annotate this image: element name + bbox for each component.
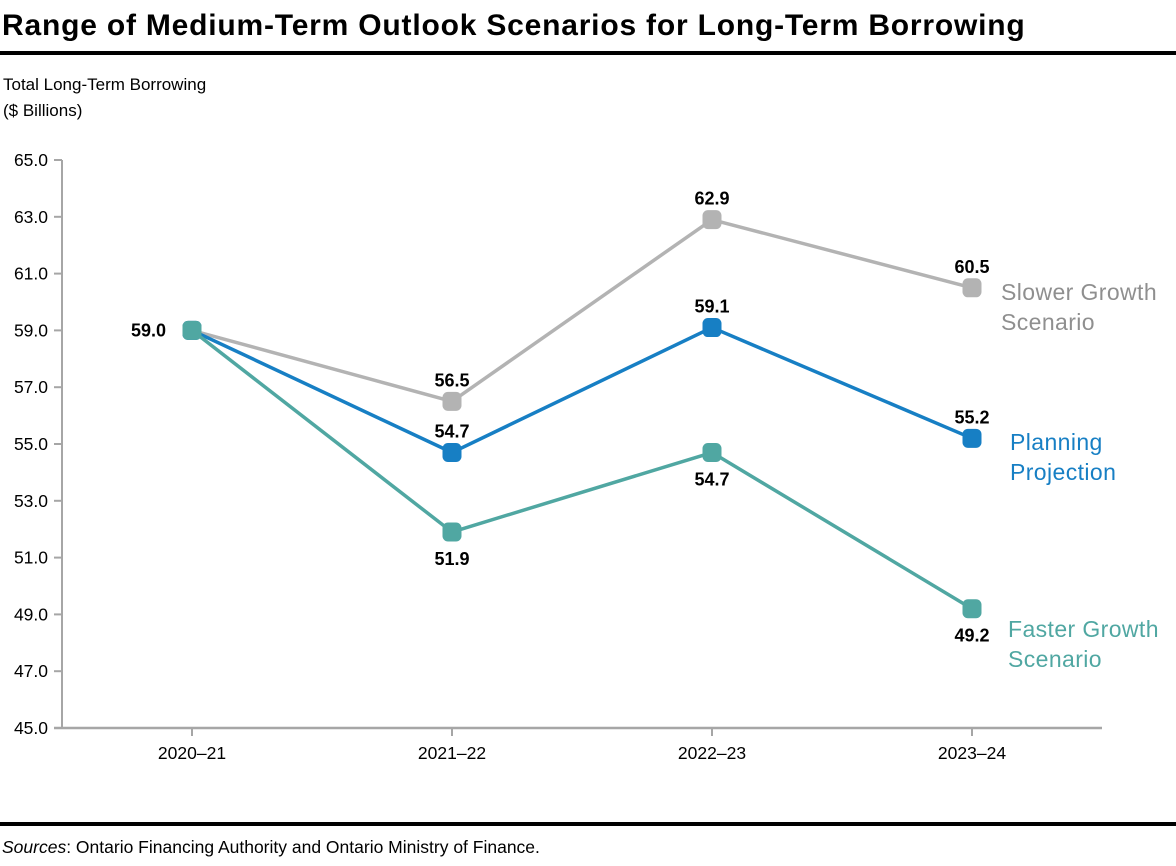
y-axis-unit-line2: ($ Billions) bbox=[3, 101, 83, 120]
series-line-1 bbox=[190, 325, 974, 455]
series-2-marker bbox=[962, 599, 982, 619]
series-2-value-label: 54.7 bbox=[694, 470, 729, 490]
source-line: Sources: Ontario Financing Authority and… bbox=[2, 837, 540, 858]
series-1-value-label: 54.7 bbox=[434, 422, 469, 442]
x-tick-label: 2022–23 bbox=[678, 743, 746, 763]
series-2-value-label: 49.2 bbox=[954, 626, 989, 646]
sources-label: Sources bbox=[2, 837, 67, 857]
chart-title: Range of Medium-Term Outlook Scenarios f… bbox=[2, 9, 1026, 42]
y-tick-label: 63.0 bbox=[14, 207, 48, 227]
series-1-marker bbox=[442, 443, 462, 463]
x-tick-label: 2023–24 bbox=[938, 743, 1006, 763]
series-label-slower-growth-scenario: Slower Growth Scenario bbox=[1001, 279, 1158, 335]
y-axis-unit-line1: Total Long-Term Borrowing bbox=[3, 75, 207, 94]
y-tick-label: 53.0 bbox=[14, 491, 48, 511]
y-tick-label: 51.0 bbox=[14, 548, 48, 568]
series-1-value-label: 59.1 bbox=[694, 297, 729, 317]
series-0-marker bbox=[442, 391, 462, 411]
series-1-marker bbox=[702, 318, 722, 338]
y-tick-label: 65.0 bbox=[14, 150, 48, 170]
series-0-value-label: 62.9 bbox=[694, 189, 729, 209]
footer-divider bbox=[0, 822, 1176, 826]
series-0-marker bbox=[962, 278, 982, 298]
series-line-0 bbox=[190, 217, 974, 404]
series-1-value-label: 55.2 bbox=[954, 407, 989, 427]
y-tick-label: 61.0 bbox=[14, 264, 48, 284]
title-underline bbox=[0, 51, 1176, 55]
series-2-value-label: 51.9 bbox=[434, 549, 469, 569]
y-tick-label: 47.0 bbox=[14, 661, 48, 681]
series-0-value-label: 56.5 bbox=[434, 370, 469, 390]
sources-text: : Ontario Financing Authority and Ontari… bbox=[66, 837, 540, 857]
y-tick-label: 45.0 bbox=[14, 718, 48, 738]
line-chart-canvas: 65.0 63.0 61.0 59.0 57.0 55.0 53.0 51.0 49.0 47.0… bbox=[14, 150, 1102, 763]
y-axis-unit-label: Total Long-Term Borrowing ($ Billions) bbox=[3, 72, 206, 124]
y-tick-label: 59.0 bbox=[14, 320, 48, 340]
series-label-faster-growth-scenario: Faster Growth Scenario bbox=[1008, 616, 1159, 672]
series-2-marker bbox=[182, 320, 202, 340]
series-0-value-label: 60.5 bbox=[954, 257, 989, 277]
series-2-marker bbox=[702, 443, 722, 463]
series-label-planning-projection: Planning Projection bbox=[1010, 429, 1117, 485]
series-2-value-label: 59.0 bbox=[131, 320, 166, 340]
series-2-marker bbox=[442, 522, 462, 542]
x-tick-label: 2020–21 bbox=[158, 743, 226, 763]
y-tick-label: 57.0 bbox=[14, 377, 48, 397]
series-line-2 bbox=[190, 328, 974, 611]
series-0-marker bbox=[702, 210, 722, 230]
series-1-marker bbox=[962, 428, 982, 448]
y-tick-label: 49.0 bbox=[14, 604, 48, 624]
x-tick-label: 2021–22 bbox=[418, 743, 486, 763]
y-tick-label: 55.0 bbox=[14, 434, 48, 454]
